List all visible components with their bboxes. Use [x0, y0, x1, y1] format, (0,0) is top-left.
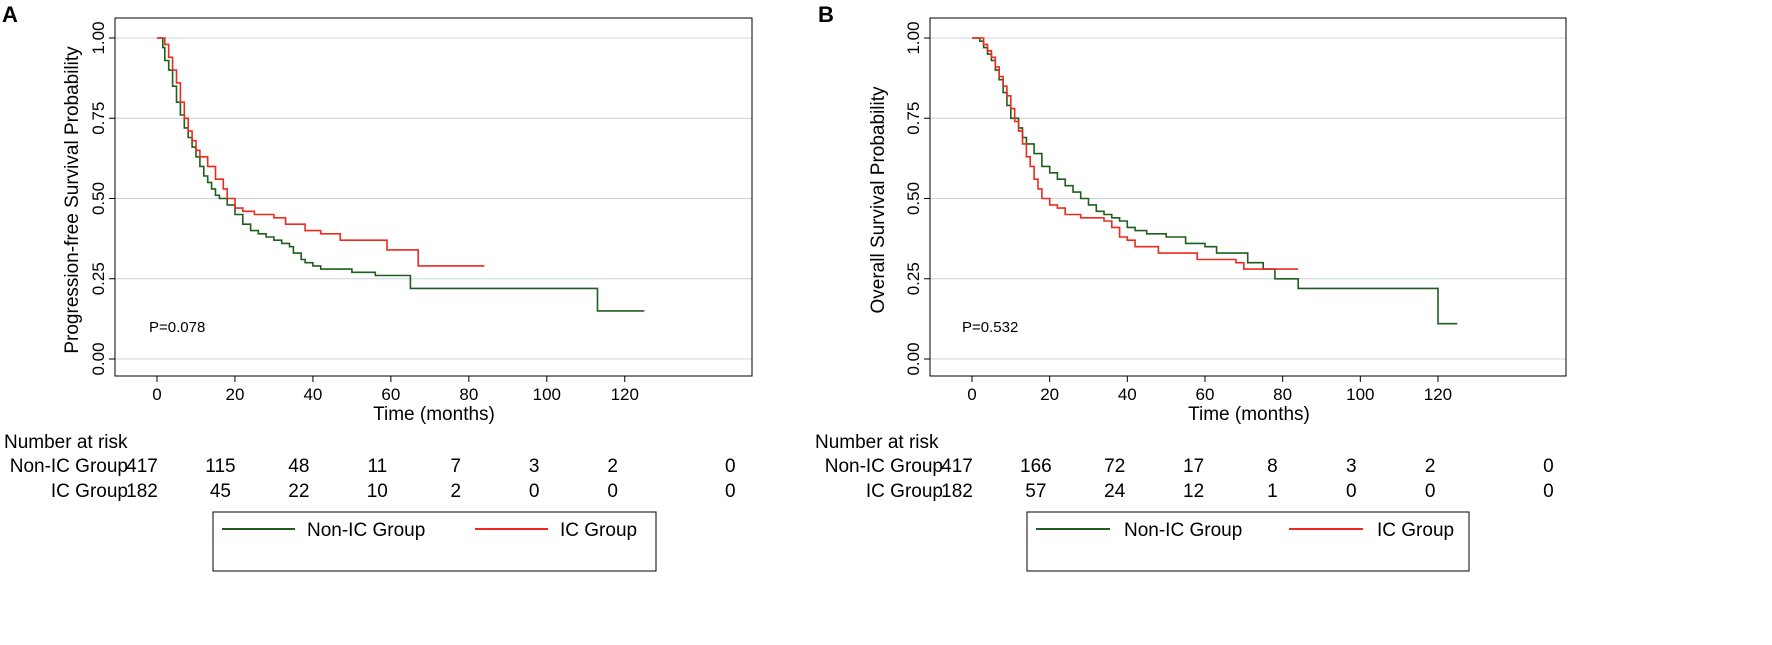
- y-tick-label-a-2: 0.50: [89, 182, 108, 215]
- risk-value-b-ic-1: 57: [1025, 481, 1046, 502]
- y-tick-label-b-0: 0.00: [904, 342, 923, 375]
- risk-table-title-b: Number at risk: [815, 432, 939, 453]
- series-line-b-ic: [972, 37, 1299, 270]
- x-tick-label-b-5: 100: [1346, 385, 1374, 404]
- legend-label-b-ic: IC Group: [1377, 520, 1454, 541]
- p-value-b: P=0.532: [962, 319, 1018, 336]
- risk-value-a-nonic-6: 2: [607, 456, 618, 477]
- x-tick-label-a-6: 120: [611, 385, 639, 404]
- risk-value-a-ic-4: 2: [450, 481, 461, 502]
- y-tick-label-a-4: 1.00: [89, 21, 108, 54]
- risk-value-a-nonic-3: 11: [367, 456, 387, 477]
- risk-row-label-b-nonic: Non-IC Group: [825, 456, 943, 477]
- risk-value-a-nonic-4: 7: [450, 456, 461, 477]
- legend-box-a: [212, 511, 657, 572]
- y-tick-label-a-3: 0.75: [89, 102, 108, 135]
- risk-value-a-ic-5: 0: [529, 481, 540, 502]
- panel-label-a: A: [2, 2, 18, 27]
- risk-row-label-a-ic: IC Group: [51, 481, 128, 502]
- risk-value-b-nonic-4: 8: [1267, 456, 1278, 477]
- risk-value-a-ic-3: 10: [367, 481, 388, 502]
- risk-value-a-ic-0: 182: [126, 481, 158, 502]
- p-value-a: P=0.078: [149, 319, 205, 336]
- risk-value-a-ic-2: 22: [288, 481, 309, 502]
- risk-value-b-nonic-6: 2: [1425, 456, 1436, 477]
- y-tick-label-b-1: 0.25: [904, 262, 923, 295]
- risk-value-b-nonic-7: 0: [1543, 456, 1554, 477]
- x-axis-title-a: Time (months): [373, 404, 495, 425]
- x-tick-label-b-3: 60: [1196, 385, 1215, 404]
- risk-table-title-a: Number at risk: [4, 432, 128, 453]
- y-tick-label-b-2: 0.50: [904, 182, 923, 215]
- risk-value-b-ic-4: 1: [1267, 481, 1278, 502]
- risk-value-b-ic-6: 0: [1425, 481, 1436, 502]
- legend-label-a-ic: IC Group: [560, 520, 637, 541]
- legend-label-b-nonic: Non-IC Group: [1124, 520, 1242, 541]
- x-tick-label-b-1: 20: [1040, 385, 1059, 404]
- y-tick-label-a-1: 0.25: [89, 262, 108, 295]
- risk-value-a-ic-6: 0: [607, 481, 618, 502]
- series-line-b-nonic: [972, 37, 1458, 325]
- risk-value-a-nonic-2: 48: [288, 456, 309, 477]
- panel-label-b: B: [818, 2, 834, 27]
- series-line-a-ic: [157, 37, 485, 267]
- risk-value-b-ic-0: 182: [941, 481, 973, 502]
- risk-value-b-ic-2: 24: [1104, 481, 1126, 502]
- risk-value-b-nonic-3: 17: [1183, 456, 1204, 477]
- y-tick-label-b-3: 0.75: [904, 102, 923, 135]
- y-tick-label-a-0: 0.00: [89, 342, 108, 375]
- x-tick-label-b-0: 0: [967, 385, 976, 404]
- x-tick-label-a-4: 80: [459, 385, 478, 404]
- series-line-a-nonic: [157, 37, 645, 312]
- risk-value-a-ic-1: 45: [210, 481, 231, 502]
- x-tick-label-a-1: 20: [225, 385, 244, 404]
- x-tick-label-a-3: 60: [381, 385, 400, 404]
- x-axis-title-b: Time (months): [1188, 404, 1310, 425]
- x-tick-label-b-4: 80: [1273, 385, 1292, 404]
- x-tick-label-a-0: 0: [152, 385, 161, 404]
- x-tick-label-a-5: 100: [533, 385, 561, 404]
- y-tick-label-b-4: 1.00: [904, 21, 923, 54]
- risk-value-a-nonic-7: 0: [725, 456, 736, 477]
- x-tick-label-b-2: 40: [1118, 385, 1137, 404]
- plot-frame-b: [929, 17, 1567, 377]
- y-axis-title-a: Progression-free Survival Probability: [62, 46, 83, 354]
- risk-value-b-nonic-1: 166: [1020, 456, 1052, 477]
- risk-value-b-ic-7: 0: [1543, 481, 1554, 502]
- risk-value-a-ic-7: 0: [725, 481, 736, 502]
- risk-value-b-nonic-0: 417: [941, 456, 973, 477]
- x-tick-label-a-2: 40: [303, 385, 322, 404]
- y-axis-title-b: Overall Survival Probability: [868, 86, 889, 314]
- risk-value-a-nonic-0: 417: [126, 456, 158, 477]
- risk-value-a-nonic-5: 3: [529, 456, 540, 477]
- legend-box-b: [1026, 511, 1470, 572]
- plot-frame-a: [114, 17, 753, 377]
- risk-value-b-ic-5: 0: [1346, 481, 1357, 502]
- risk-value-b-nonic-5: 3: [1346, 456, 1357, 477]
- x-tick-label-b-6: 120: [1424, 385, 1452, 404]
- risk-row-label-a-nonic: Non-IC Group: [10, 456, 128, 477]
- legend-label-a-nonic: Non-IC Group: [307, 520, 425, 541]
- risk-value-b-nonic-2: 72: [1104, 456, 1125, 477]
- risk-row-label-b-ic: IC Group: [866, 481, 943, 502]
- risk-value-a-nonic-1: 115: [205, 456, 235, 477]
- risk-value-b-ic-3: 12: [1183, 481, 1204, 502]
